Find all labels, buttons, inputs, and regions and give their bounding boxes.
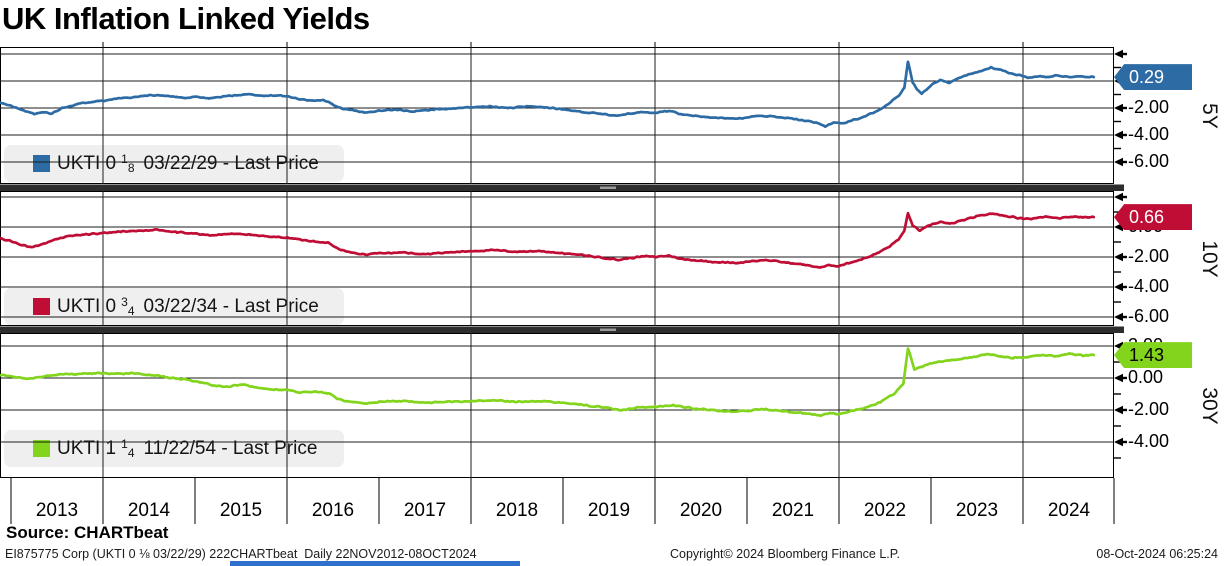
last-price-5y: 0.29: [1129, 66, 1165, 87]
y-tick-label-5Y: -6.00: [1128, 151, 1170, 171]
legend-10y-fraction: 34: [121, 294, 135, 318]
legend-5y-pre: UKTI 0: [57, 152, 117, 174]
y-tick-label-5Y: -2.00: [1128, 97, 1170, 117]
timestamp: 08-Oct-2024 06:25:24: [1096, 547, 1218, 561]
x-axis-year-label: 2021: [771, 500, 815, 521]
legend-30y-post: 11/22/54 - Last Price: [143, 437, 318, 459]
separator-handle: [600, 186, 616, 189]
series-swatch-30y-icon: [33, 440, 50, 457]
last-price-tag-30y[interactable]: 1.43: [1114, 342, 1192, 369]
x-axis-year-label: 2013: [35, 500, 79, 521]
last-price-30y: 1.43: [1129, 344, 1165, 365]
panel-label-5y: 5Y: [1198, 103, 1221, 129]
legend-10y-pre: UKTI 0: [57, 295, 117, 317]
panel-separator-2: [0, 326, 1124, 333]
x-axis-year-label: 2019: [587, 500, 631, 521]
x-axis-year-label: 2018: [495, 500, 539, 521]
last-price-tag-10y[interactable]: 0.66: [1114, 204, 1192, 231]
series-line-30Y: [0, 347, 1096, 418]
legend-10y-post: 03/22/34 - Last Price: [143, 295, 319, 317]
y-tick-label-10Y: -2.00: [1128, 246, 1170, 266]
copyright-text: Copyright© 2024 Bloomberg Finance L.P.: [670, 547, 900, 561]
last-price-10y: 0.66: [1129, 206, 1165, 227]
last-price-tag-5y[interactable]: 0.29: [1114, 64, 1192, 91]
x-axis-year-label: 2016: [311, 500, 355, 521]
panel-separator-1: [0, 184, 1124, 191]
legend-30y-fraction: 14: [121, 436, 135, 460]
x-axis-year-label: 2015: [219, 500, 263, 521]
x-axis-year-label: 2022: [863, 500, 907, 521]
series-line-5Y: [0, 60, 1096, 129]
top-frame-ticks: [102, 42, 1024, 47]
legend-30y-pre: UKTI 1: [57, 437, 117, 459]
y-tick-label-30Y: 0.00: [1128, 367, 1164, 387]
security-descriptor: EI875775 Corp (UKTI 0 ⅛ 03/22/29) 222CHA…: [5, 547, 477, 561]
x-axis-year-label: 2024: [1047, 500, 1091, 521]
x-axis-year-label: 2023: [955, 500, 999, 521]
legend-5y-fraction: 18: [121, 151, 135, 175]
y-tick-label-5Y: -4.00: [1128, 124, 1170, 144]
panel-label-10y: 10Y: [1198, 240, 1221, 278]
series-swatch-10y-icon: [33, 298, 50, 315]
legend-10y[interactable]: UKTI 0 34 03/22/34 - Last Price: [4, 288, 344, 325]
y-tick-label-10Y: -4.00: [1128, 276, 1170, 296]
legend-30y[interactable]: UKTI 1 14 11/22/54 - Last Price: [4, 430, 344, 467]
x-axis-year-label: 2017: [403, 500, 447, 521]
legend-5y-post: 03/22/29 - Last Price: [143, 152, 319, 174]
series-swatch-5y-icon: [33, 155, 50, 172]
separator-handle: [600, 328, 616, 331]
x-axis-year-label: 2014: [127, 500, 171, 521]
page-title: UK Inflation Linked Yields: [2, 1, 370, 36]
x-axis-year-label: 2020: [679, 500, 723, 521]
source-label: Source: CHARTbeat: [6, 523, 169, 542]
legend-5y[interactable]: UKTI 0 18 03/22/29 - Last Price: [4, 145, 344, 182]
y-tick-label-30Y: -2.00: [1128, 399, 1170, 419]
y-tick-label-10Y: -6.00: [1128, 306, 1170, 326]
y-tick-label-30Y: -4.00: [1128, 431, 1170, 451]
panel-label-30y: 30Y: [1198, 387, 1221, 425]
series-line-10Y: [0, 211, 1096, 269]
bottom-blue-strip: [230, 561, 520, 566]
